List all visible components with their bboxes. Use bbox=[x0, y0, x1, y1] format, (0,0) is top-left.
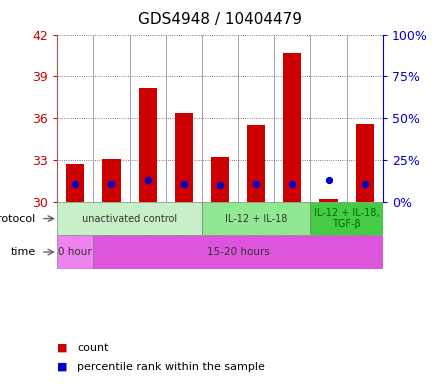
Text: protocol: protocol bbox=[0, 214, 36, 223]
Text: IL-12 + IL-18: IL-12 + IL-18 bbox=[225, 214, 287, 223]
Text: ■: ■ bbox=[57, 362, 68, 372]
Text: GDS4948 / 10404479: GDS4948 / 10404479 bbox=[138, 12, 302, 26]
Point bbox=[72, 181, 79, 187]
Bar bbox=[311, 202, 383, 235]
Text: 15-20 hours: 15-20 hours bbox=[207, 247, 270, 257]
Bar bbox=[283, 53, 301, 202]
Bar bbox=[66, 164, 84, 202]
Bar bbox=[93, 235, 383, 269]
Point bbox=[253, 181, 260, 187]
Point bbox=[361, 181, 368, 187]
Point bbox=[289, 181, 296, 187]
Bar bbox=[247, 125, 265, 202]
Bar bbox=[202, 202, 311, 235]
Bar bbox=[57, 202, 202, 235]
Bar bbox=[356, 124, 374, 202]
Text: ■: ■ bbox=[57, 343, 68, 353]
Text: IL-12 + IL-18,
TGF-β: IL-12 + IL-18, TGF-β bbox=[314, 208, 379, 229]
Bar bbox=[211, 157, 229, 202]
Point bbox=[180, 181, 187, 187]
Point bbox=[144, 177, 151, 183]
Point bbox=[216, 182, 224, 188]
Text: count: count bbox=[77, 343, 109, 353]
Bar bbox=[103, 159, 121, 202]
Bar bbox=[319, 199, 337, 202]
Text: percentile rank within the sample: percentile rank within the sample bbox=[77, 362, 265, 372]
Point bbox=[325, 177, 332, 183]
Text: 0 hour: 0 hour bbox=[59, 247, 92, 257]
Text: time: time bbox=[10, 247, 36, 257]
Bar bbox=[175, 113, 193, 202]
Bar bbox=[139, 88, 157, 202]
Bar bbox=[57, 235, 93, 269]
Text: unactivated control: unactivated control bbox=[82, 214, 177, 223]
Point bbox=[108, 181, 115, 187]
